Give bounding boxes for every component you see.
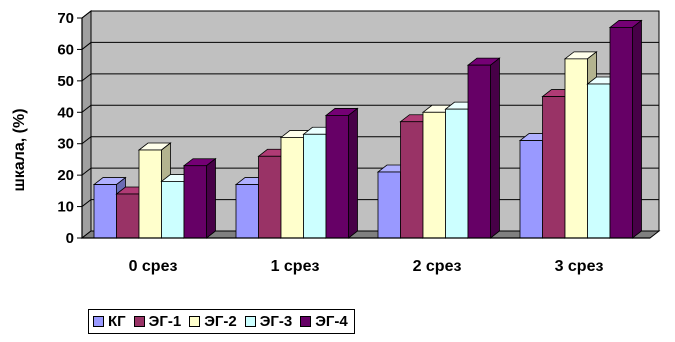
y-tick-label: 30 <box>57 136 74 153</box>
legend-swatch <box>244 316 256 327</box>
legend-label: ЭГ-4 <box>315 313 348 330</box>
legend-label: КГ <box>108 313 126 330</box>
gridline <box>81 41 659 50</box>
legend-item: ЭГ-2 <box>189 313 237 330</box>
bar <box>235 184 259 239</box>
bar-side <box>632 19 642 239</box>
bar <box>161 181 185 239</box>
legend-item: ЭГ-3 <box>244 313 293 330</box>
bar-side <box>490 57 500 239</box>
bar <box>377 171 401 239</box>
bar <box>138 149 162 239</box>
bar <box>467 64 491 239</box>
bar <box>258 155 282 239</box>
legend-swatch <box>300 316 312 327</box>
y-tick-label: 40 <box>57 104 74 121</box>
plot-side-wall <box>81 9 92 240</box>
bar <box>116 193 140 239</box>
legend-label: ЭГ-2 <box>204 313 237 330</box>
bar <box>183 165 207 239</box>
x-tick-label: 1 срез <box>271 258 320 275</box>
x-tick-label: 2 срез <box>413 258 462 275</box>
legend: КГ ЭГ-1 ЭГ-2 ЭГ-3 ЭГ-4 <box>88 309 355 334</box>
x-tick-label: 0 срез <box>129 258 178 275</box>
legend-swatch <box>93 316 104 327</box>
bar <box>587 83 611 239</box>
y-tick-label: 20 <box>57 167 74 184</box>
bar <box>445 108 469 239</box>
bar <box>564 58 588 239</box>
legend-label: ЭГ-3 <box>259 313 293 330</box>
legend-item: ЭГ-4 <box>300 313 348 330</box>
bar <box>542 96 566 239</box>
legend-label: ЭГ-1 <box>148 313 182 330</box>
x-tick-label: 3 срез <box>555 258 604 275</box>
gridline <box>81 10 659 19</box>
y-tick-label: 50 <box>57 73 74 90</box>
y-tick-label: 60 <box>57 41 74 58</box>
bar <box>280 137 304 239</box>
bar-side <box>348 107 358 239</box>
y-tick-label: 0 <box>66 230 74 247</box>
y-tick-label: 10 <box>57 199 74 216</box>
bar <box>303 133 327 239</box>
bar <box>400 121 424 239</box>
bar <box>422 111 446 239</box>
bar <box>519 140 543 239</box>
y-tick-label: 70 <box>57 10 74 27</box>
bar-side <box>206 157 216 239</box>
legend-item: ЭГ-1 <box>133 313 182 330</box>
bar <box>93 184 117 239</box>
bar <box>325 115 349 239</box>
legend-swatch <box>189 316 201 327</box>
legend-swatch <box>133 316 145 327</box>
legend-item: КГ <box>93 313 126 330</box>
bar <box>609 27 633 239</box>
y-axis-label: шкала, (%) <box>11 108 28 191</box>
